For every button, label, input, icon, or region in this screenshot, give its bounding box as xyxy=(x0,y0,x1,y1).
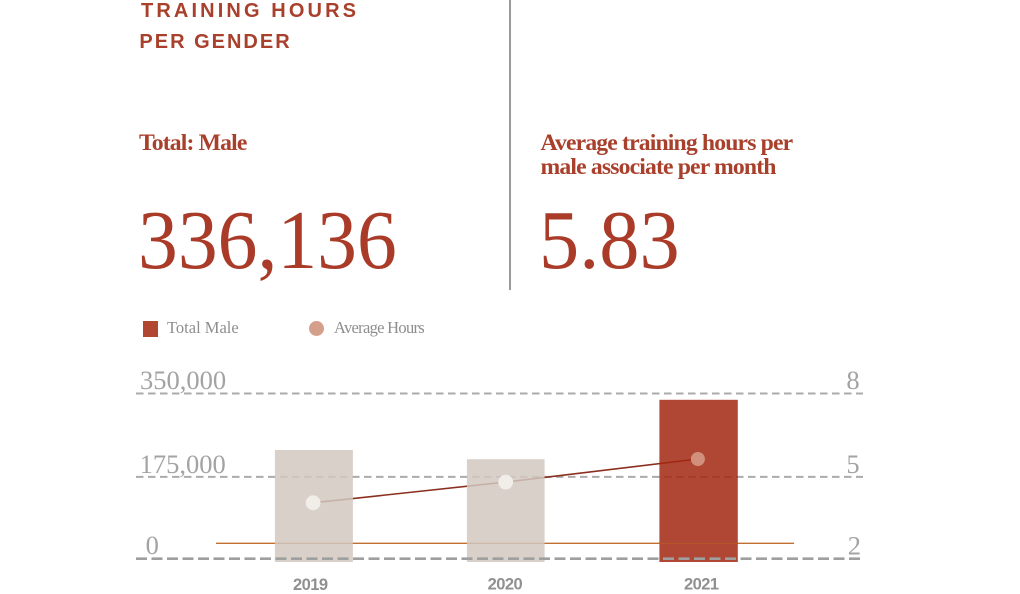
svg-text:175,000: 175,000 xyxy=(140,449,226,479)
svg-text:8: 8 xyxy=(846,365,859,395)
svg-text:2019: 2019 xyxy=(293,576,328,594)
svg-text:2020: 2020 xyxy=(488,576,523,594)
svg-text:0: 0 xyxy=(146,530,159,560)
svg-text:2: 2 xyxy=(848,530,861,560)
svg-text:5: 5 xyxy=(846,449,859,479)
svg-text:2021: 2021 xyxy=(684,576,719,594)
svg-text:350,000: 350,000 xyxy=(140,365,226,395)
